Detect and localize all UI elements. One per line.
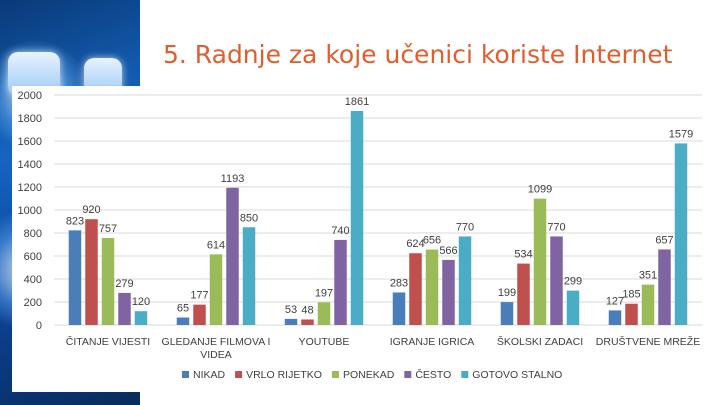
data-label: 279 bbox=[115, 278, 133, 290]
data-label: 770 bbox=[456, 221, 474, 233]
bar bbox=[284, 318, 298, 325]
bar bbox=[674, 143, 688, 325]
bar bbox=[425, 249, 439, 325]
category-label: GLEDANJE FILMOVA I bbox=[162, 336, 271, 348]
category-label: VIDEA bbox=[200, 349, 232, 361]
data-label: 65 bbox=[177, 303, 189, 315]
data-label: 1099 bbox=[528, 184, 552, 196]
bar bbox=[608, 310, 622, 325]
category-label: IGRANJE IGRICA bbox=[390, 336, 475, 348]
y-tick-label: 200 bbox=[24, 297, 42, 309]
bar bbox=[85, 219, 98, 325]
y-tick-label: 1600 bbox=[18, 136, 42, 148]
y-tick-label: 1000 bbox=[18, 205, 42, 217]
chart-panel: 0 200 400 600 800 1000 1200 1400 1600 1800 2000 823… bbox=[12, 86, 708, 392]
legend-swatch bbox=[331, 371, 339, 378]
bar bbox=[226, 187, 239, 325]
bar bbox=[193, 304, 206, 325]
legend-swatch bbox=[235, 371, 243, 378]
y-tick-label: 1800 bbox=[18, 113, 42, 125]
bar bbox=[550, 236, 563, 325]
data-label: 120 bbox=[132, 296, 150, 308]
legend-label: VRLO RIJETKO bbox=[246, 369, 322, 381]
data-label: 770 bbox=[547, 221, 565, 233]
data-label: 53 bbox=[285, 304, 297, 316]
category-label: ŠKOLSKI ZADACI bbox=[497, 335, 583, 348]
bar bbox=[317, 302, 331, 325]
legend-swatch bbox=[404, 371, 412, 378]
bar-chart: 0 200 400 600 800 1000 1200 1400 1600 1800 2000 823… bbox=[18, 90, 702, 381]
bar bbox=[176, 317, 190, 325]
data-label: 197 bbox=[315, 287, 333, 299]
data-label: 657 bbox=[655, 234, 673, 246]
bar bbox=[458, 236, 472, 325]
data-label: 351 bbox=[639, 270, 657, 282]
y-tick-label: 800 bbox=[24, 228, 42, 240]
category-label: ČITANJE VIJESTI bbox=[66, 335, 150, 348]
category-label: YOUTUBE bbox=[299, 336, 350, 348]
data-label: 656 bbox=[423, 235, 441, 247]
bar bbox=[625, 303, 638, 325]
bar bbox=[118, 292, 131, 325]
bar bbox=[301, 319, 314, 325]
data-label: 850 bbox=[240, 212, 258, 224]
y-tick-label: 2000 bbox=[18, 90, 42, 102]
bar bbox=[517, 263, 530, 325]
legend-label: ČESTO bbox=[415, 368, 451, 381]
bar bbox=[409, 253, 422, 325]
data-label: 299 bbox=[564, 276, 582, 288]
data-label: 177 bbox=[190, 290, 208, 302]
data-label: 757 bbox=[99, 223, 117, 235]
bar bbox=[209, 254, 223, 325]
bar bbox=[641, 284, 655, 325]
category-label: DRUŠTVENE MREŽE bbox=[596, 335, 700, 348]
data-label: 624 bbox=[406, 238, 424, 250]
y-tick-label: 1400 bbox=[18, 159, 42, 171]
data-label: 823 bbox=[66, 215, 84, 227]
bar bbox=[134, 311, 148, 325]
y-tick-label: 1200 bbox=[18, 182, 42, 194]
bar bbox=[350, 110, 364, 325]
data-label: 920 bbox=[82, 204, 100, 216]
data-label: 1579 bbox=[669, 128, 693, 140]
bar bbox=[533, 198, 547, 325]
bar bbox=[242, 227, 256, 325]
data-label: 1193 bbox=[221, 173, 245, 185]
data-label: 614 bbox=[207, 239, 225, 251]
data-label: 534 bbox=[514, 249, 532, 261]
data-label: 48 bbox=[301, 304, 313, 316]
bar bbox=[101, 237, 115, 325]
bar bbox=[68, 230, 82, 325]
data-label: 185 bbox=[622, 289, 640, 301]
bar bbox=[500, 302, 514, 325]
legend-swatch bbox=[461, 371, 469, 378]
legend-swatch bbox=[182, 371, 189, 378]
bar bbox=[334, 239, 347, 325]
bar bbox=[566, 290, 580, 325]
bar bbox=[442, 259, 455, 325]
data-label: 1861 bbox=[345, 96, 369, 108]
legend-label: PONEKAD bbox=[343, 369, 395, 381]
data-label: 566 bbox=[439, 245, 457, 257]
data-label: 740 bbox=[331, 225, 349, 237]
data-label: 127 bbox=[606, 295, 624, 307]
y-tick-label: 400 bbox=[24, 274, 42, 286]
y-tick-label: 0 bbox=[36, 320, 42, 332]
data-label: 199 bbox=[498, 287, 516, 299]
bar bbox=[392, 292, 406, 325]
legend-label: GOTOVO STALNO bbox=[472, 369, 562, 381]
page-title: 5. Radnje za koje učenici koriste Intern… bbox=[163, 40, 673, 69]
data-label: 283 bbox=[390, 277, 408, 289]
legend-label: NIKAD bbox=[193, 369, 226, 381]
bar bbox=[658, 249, 671, 325]
y-tick-label: 600 bbox=[24, 251, 42, 263]
